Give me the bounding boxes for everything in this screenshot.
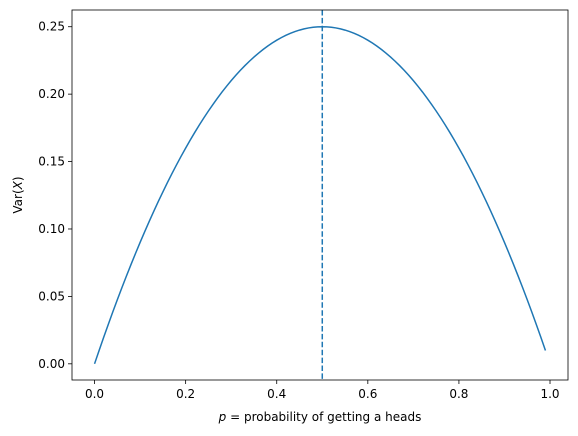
- y-tick-label: 0.00: [38, 357, 65, 371]
- variance-curve: [95, 27, 546, 364]
- y-axis-label-prefix: Var(: [11, 189, 25, 213]
- x-axis-ticks: 0.0 0.2 0.4 0.6 0.8 1.0: [85, 380, 560, 401]
- x-tick-label: 0.0: [85, 387, 104, 401]
- x-tick-label: 1.0: [540, 387, 559, 401]
- y-tick-label: 0.10: [38, 222, 65, 236]
- x-axis-label: p = probability of getting a heads: [218, 410, 422, 424]
- x-tick-label: 0.6: [358, 387, 377, 401]
- y-tick-label: 0.05: [38, 289, 65, 303]
- y-axis-ticks: 0.00 0.05 0.10 0.15 0.20 0.25: [38, 20, 72, 371]
- plot-frame: [72, 10, 568, 380]
- x-tick-label: 0.8: [449, 387, 468, 401]
- curve-layer: [95, 27, 546, 364]
- x-tick-label: 0.4: [267, 387, 286, 401]
- x-tick-label: 0.2: [176, 387, 195, 401]
- y-tick-label: 0.20: [38, 87, 65, 101]
- y-tick-label: 0.15: [38, 155, 65, 169]
- y-axis-label-suffix: ): [11, 176, 25, 181]
- y-tick-label: 0.25: [38, 20, 65, 34]
- y-axis-label: Var(X): [11, 176, 25, 213]
- x-axis-label-text: = probability of getting a heads: [226, 410, 421, 424]
